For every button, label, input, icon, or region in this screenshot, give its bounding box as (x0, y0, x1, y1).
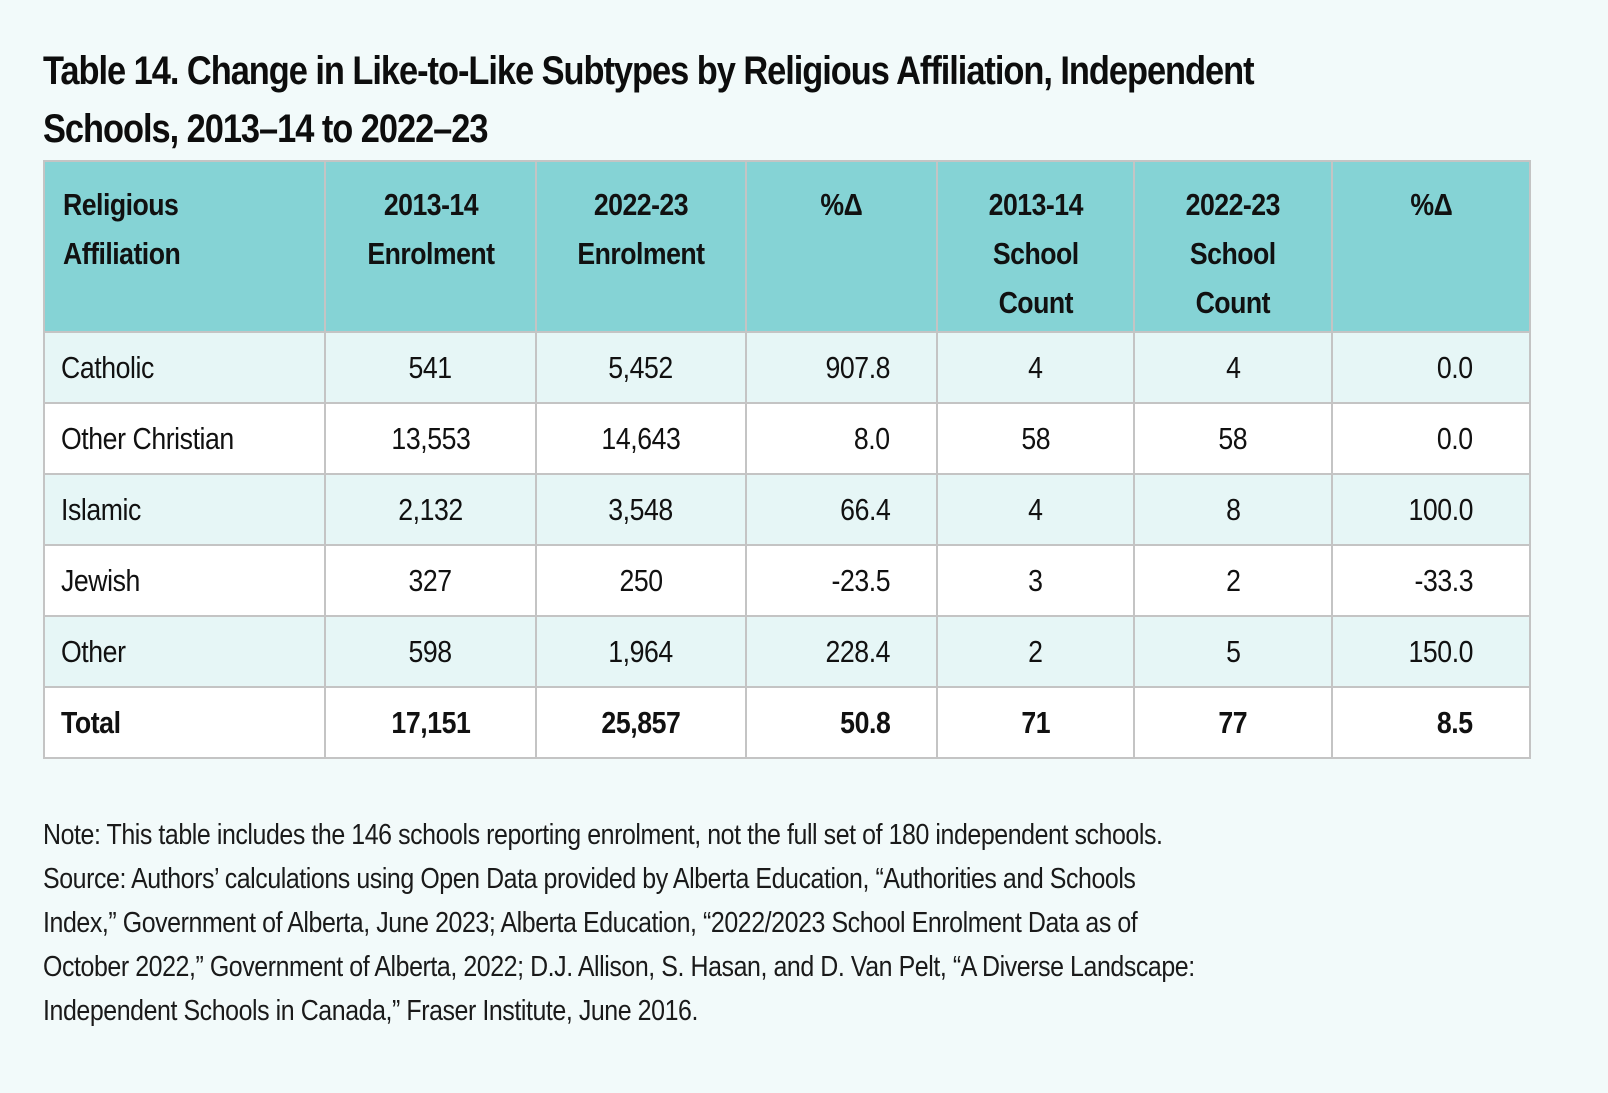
cell-schools-2013-14: 71 (936, 686, 1135, 759)
header-school-count-2022-23: 2022-23 School Count (1133, 160, 1333, 333)
header-religious-affiliation: Religious Affiliation (43, 160, 326, 333)
cell-schools-pct-change: 0.0 (1331, 402, 1531, 475)
cell-enrol-2013-14: 598 (324, 615, 537, 688)
cell-schools-2022-23: 77 (1133, 686, 1333, 759)
cell-schools-pct-change: 0.0 (1331, 331, 1531, 404)
source-line: Source: Authors’ calculations using Open… (43, 863, 1136, 895)
source-line: October 2022,” Government of Alberta, 20… (43, 951, 1195, 983)
cell-schools-2022-23: 5 (1133, 615, 1333, 688)
cell-affiliation: Catholic (43, 331, 326, 404)
cell-schools-pct-change: 100.0 (1331, 473, 1531, 546)
cell-schools-2013-14: 2 (936, 615, 1135, 688)
cell-enrol-2013-14: 17,151 (324, 686, 537, 759)
source-line: Index,” Government of Alberta, June 2023… (43, 907, 1138, 939)
total-row: Total 17,151 25,857 50.8 71 77 8.5 (43, 686, 1531, 759)
cell-affiliation: Jewish (43, 544, 326, 617)
table-row: Other Christian 13,553 14,643 8.0 58 58 … (43, 402, 1531, 475)
cell-affiliation: Other Christian (43, 402, 326, 475)
header-enrolment-2013-14: 2013-14 Enrolment (324, 160, 537, 333)
table-row: Other 598 1,964 228.4 2 5 150.0 (43, 615, 1531, 688)
cell-enrol-2013-14: 13,553 (324, 402, 537, 475)
cell-schools-2013-14: 4 (936, 331, 1135, 404)
source-line: Independent Schools in Canada,” Fraser I… (43, 995, 698, 1027)
cell-enrol-2022-23: 250 (535, 544, 747, 617)
cell-schools-2013-14: 3 (936, 544, 1135, 617)
table-title-line-2: Schools, 2013–14 to 2022–23 (43, 107, 489, 151)
cell-enrol-2022-23: 1,964 (535, 615, 747, 688)
cell-enrol-pct-change: 66.4 (745, 473, 938, 546)
religious-affiliation-table: Religious Affiliation 2013-14 Enrolment … (43, 160, 1531, 759)
header-enrolment-2022-23: 2022-23 Enrolment (535, 160, 747, 333)
cell-enrol-pct-change: 228.4 (745, 615, 938, 688)
cell-schools-pct-change: 8.5 (1331, 686, 1531, 759)
cell-affiliation: Islamic (43, 473, 326, 546)
cell-schools-2022-23: 58 (1133, 402, 1333, 475)
cell-schools-2013-14: 58 (936, 402, 1135, 475)
table-row: Catholic 541 5,452 907.8 4 4 0.0 (43, 331, 1531, 404)
cell-enrol-2022-23: 14,643 (535, 402, 747, 475)
cell-enrol-2022-23: 25,857 (535, 686, 747, 759)
table-row: Islamic 2,132 3,548 66.4 4 8 100.0 (43, 473, 1531, 546)
cell-schools-pct-change: -33.3 (1331, 544, 1531, 617)
cell-enrol-pct-change: 50.8 (745, 686, 938, 759)
cell-enrol-2013-14: 2,132 (324, 473, 537, 546)
table-notes: Note: This table includes the 146 school… (43, 813, 1603, 1033)
cell-enrol-pct-change: 907.8 (745, 331, 938, 404)
table-row: Jewish 327 250 -23.5 3 2 -33.3 (43, 544, 1531, 617)
note-line: Note: This table includes the 146 school… (43, 819, 1163, 851)
cell-schools-2022-23: 4 (1133, 331, 1333, 404)
cell-enrol-2022-23: 5,452 (535, 331, 747, 404)
cell-schools-pct-change: 150.0 (1331, 615, 1531, 688)
cell-schools-2022-23: 2 (1133, 544, 1333, 617)
header-school-count-2013-14: 2013-14 School Count (936, 160, 1135, 333)
cell-affiliation: Total (43, 686, 326, 759)
cell-schools-2022-23: 8 (1133, 473, 1333, 546)
cell-enrol-2013-14: 541 (324, 331, 537, 404)
table-title: Table 14. Change in Like-to-Like Subtype… (43, 42, 1333, 158)
cell-enrol-2013-14: 327 (324, 544, 537, 617)
cell-enrol-pct-change: -23.5 (745, 544, 938, 617)
table-title-line-1: Table 14. Change in Like-to-Like Subtype… (43, 49, 1255, 93)
cell-schools-2013-14: 4 (936, 473, 1135, 546)
cell-enrol-2022-23: 3,548 (535, 473, 747, 546)
cell-affiliation: Other (43, 615, 326, 688)
cell-enrol-pct-change: 8.0 (745, 402, 938, 475)
header-row: Religious Affiliation 2013-14 Enrolment … (43, 160, 1531, 333)
header-school-count-pct-change: %Δ (1331, 160, 1531, 333)
header-enrolment-pct-change: %Δ (745, 160, 938, 333)
